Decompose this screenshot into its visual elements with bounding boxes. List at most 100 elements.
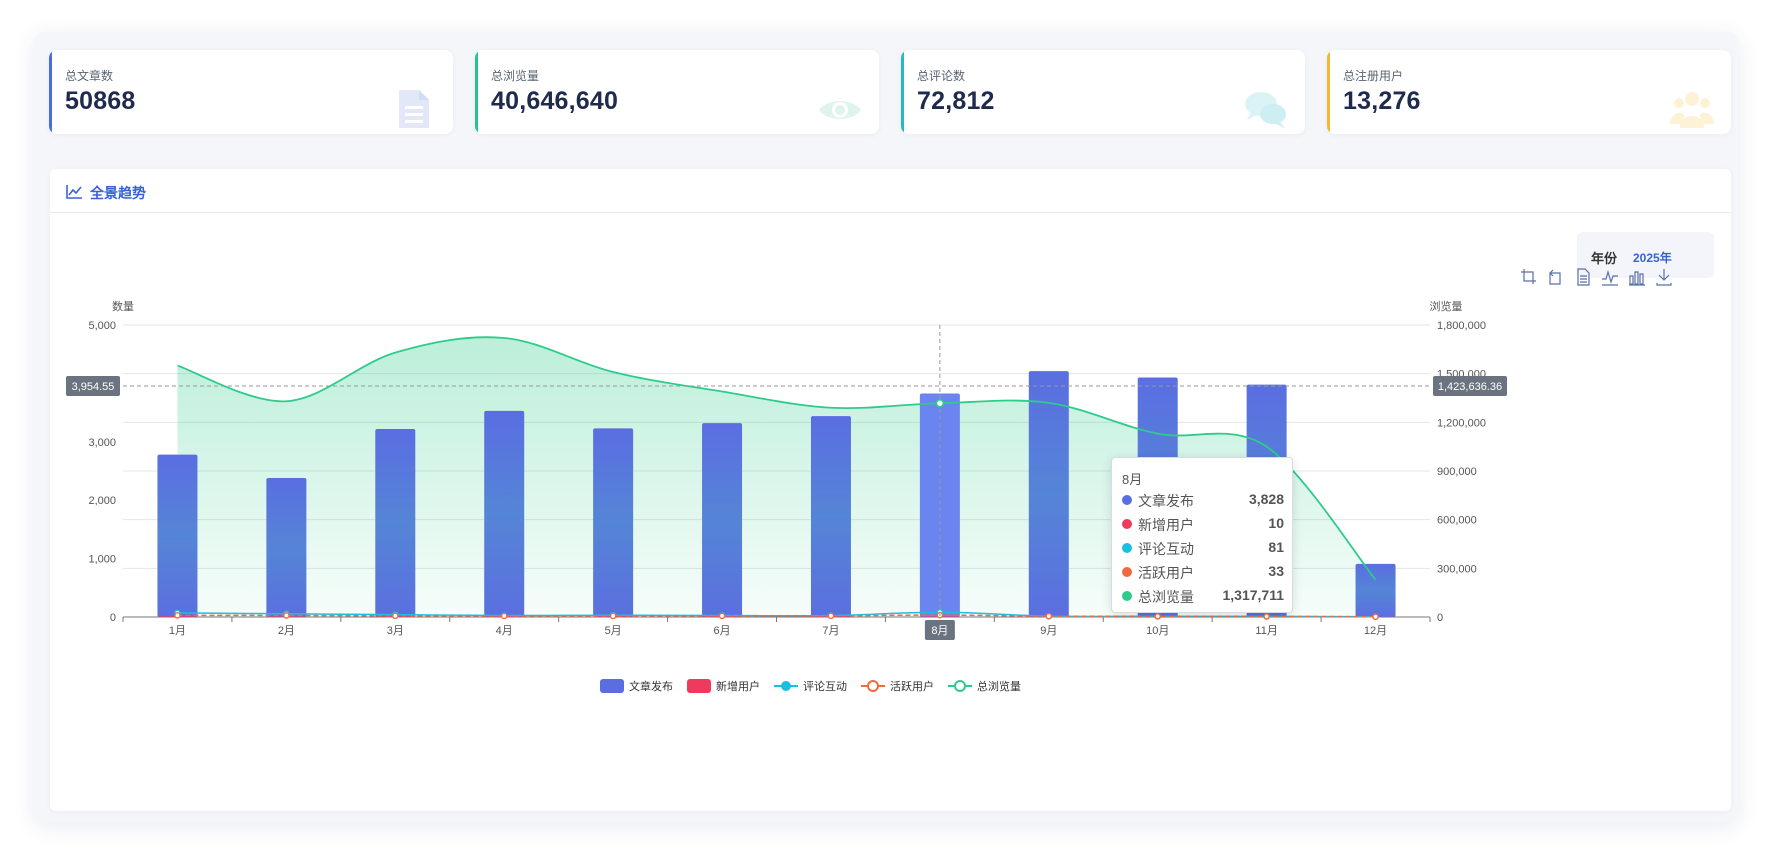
y-left-pointer-label: 3,954.55 — [72, 381, 115, 393]
legend-label-活跃用户[interactable]: 活跃用户 — [890, 679, 934, 693]
card-total-articles[interactable]: 总文章数 50868 — [49, 50, 453, 134]
card-label: 总文章数 — [65, 69, 114, 83]
tooltip-dot — [1122, 591, 1132, 601]
tooltip-series-value: 3,828 — [1248, 491, 1284, 507]
card-accent-bar — [901, 50, 904, 134]
card-accent-bar — [49, 50, 52, 134]
x-tick-label: 8月 — [931, 625, 948, 637]
tooltip-dot — [1122, 543, 1132, 553]
y-left-tick-label: 0 — [110, 612, 116, 624]
bar-switch-icon[interactable] — [1628, 268, 1646, 286]
legend-swatch-新增用户[interactable] — [687, 679, 711, 693]
y-left-tick-label: 2,000 — [88, 495, 116, 507]
tooltip-series-name: 新增用户 — [1138, 517, 1194, 533]
y-right-tick-label: 900,000 — [1437, 466, 1477, 478]
card-value: 50868 — [65, 87, 136, 115]
tooltip-series-name: 活跃用户 — [1138, 565, 1194, 581]
point-活跃用户 — [500, 612, 508, 620]
tooltip-series-value: 81 — [1268, 539, 1284, 555]
x-tick-label: 7月 — [822, 625, 839, 637]
card-value: 13,276 — [1343, 87, 1421, 115]
y-right-tick-label: 1,800,000 — [1437, 320, 1486, 332]
tooltip-series-value: 1,317,711 — [1222, 587, 1284, 603]
y-right-axis-label: 浏览量 — [1430, 299, 1463, 313]
data-view-icon[interactable] — [1574, 268, 1592, 286]
card-accent-bar — [1327, 50, 1330, 134]
x-tick-label: 3月 — [387, 625, 404, 637]
card-accent-bar — [475, 50, 478, 134]
bar-文章发布 — [1028, 371, 1069, 617]
bar-文章发布 — [702, 423, 743, 617]
x-tick-label: 12月 — [1364, 625, 1387, 637]
tooltip-dot — [1122, 495, 1132, 505]
tooltip-row: 新增用户 10 — [1122, 514, 1284, 534]
card-total-comments[interactable]: 总评论数 72,812 — [901, 50, 1305, 134]
tooltip-row: 活跃用户 33 — [1122, 562, 1284, 582]
x-tick-label: 5月 — [605, 625, 622, 637]
legend-marker-活跃用户 — [867, 680, 879, 692]
tooltip-dot — [1122, 567, 1132, 577]
chart-tooltip: 8月 文章发布 3,828 新增用户 10 评论互动 81 活跃用户 33 总浏… — [1111, 457, 1293, 613]
document-icon — [399, 90, 429, 128]
zoom-icon[interactable] — [1520, 268, 1538, 286]
legend-label-总浏览量[interactable]: 总浏览量 — [977, 679, 1021, 693]
point-活跃用户 — [391, 612, 399, 620]
download-icon[interactable] — [1655, 268, 1673, 286]
y-left-axis-label: 数量 — [112, 300, 134, 313]
tooltip-series-value: 33 — [1268, 563, 1284, 579]
y-right-pointer-label-bg — [1433, 376, 1507, 397]
point-活跃用户 — [1154, 612, 1162, 620]
y-right-tick-label: 600,000 — [1437, 515, 1477, 527]
bar-文章发布 — [266, 478, 307, 617]
point-活跃用户 — [609, 612, 617, 620]
point-highlight — [935, 398, 945, 408]
tooltip-row: 文章发布 3,828 — [1122, 490, 1284, 510]
bar-文章发布 — [1355, 563, 1396, 617]
card-total-users[interactable]: 总注册用户 13,276 — [1327, 50, 1731, 134]
card-total-views[interactable]: 总浏览量 40,646,640 — [475, 50, 879, 134]
x-tick-label: 4月 — [496, 625, 513, 637]
legend-swatch-文章发布[interactable] — [600, 679, 624, 693]
point-活跃用户 — [283, 612, 290, 619]
y-left-tick-label: 1,000 — [88, 554, 116, 566]
point-活跃用户 — [827, 612, 835, 620]
bar-文章发布 — [157, 454, 198, 617]
line-chart-icon — [66, 185, 82, 199]
point-活跃用户 — [1372, 613, 1379, 621]
year-filter-label: 年份 — [1591, 251, 1618, 266]
panel-header: 全景趋势 — [50, 169, 1731, 213]
x-tick-label: 6月 — [713, 625, 730, 637]
series-line-评论互动 — [177, 611, 1376, 618]
zoom-reset-icon[interactable] — [1547, 268, 1565, 286]
year-filter[interactable]: 年份 2025年 — [1577, 232, 1714, 278]
comments-icon — [1245, 92, 1286, 128]
line-switch-icon[interactable] — [1601, 268, 1619, 286]
x-tick-label: 2月 — [278, 625, 295, 637]
y-left-tick-label: 3,000 — [88, 437, 116, 449]
card-value: 40,646,640 — [491, 87, 619, 115]
y-left-tick-label: 5,000 — [88, 320, 116, 332]
panel-title: 全景趋势 — [90, 185, 146, 201]
bar-文章发布 — [919, 393, 960, 617]
x-tick-label: 9月 — [1040, 625, 1057, 637]
tooltip-series-name: 总浏览量 — [1138, 589, 1194, 605]
series-area-fill-总浏览量 — [177, 337, 1376, 617]
y-right-tick-label: 0 — [1437, 612, 1443, 624]
legend-label-文章发布[interactable]: 文章发布 — [629, 679, 673, 693]
tooltip-row: 总浏览量 1,317,711 — [1122, 586, 1284, 606]
legend-label-评论互动[interactable]: 评论互动 — [803, 679, 847, 693]
bar-文章发布 — [375, 428, 416, 617]
card-label: 总浏览量 — [491, 69, 540, 83]
year-filter-value[interactable]: 2025年 — [1633, 251, 1672, 265]
legend-marker-评论互动 — [781, 681, 791, 691]
series-line-总浏览量 — [177, 336, 1377, 581]
bar-文章发布 — [484, 410, 525, 617]
x-tick-label: 11月 — [1255, 625, 1277, 637]
point-活跃用户 — [718, 612, 726, 620]
y-left-pointer-label-bg — [66, 376, 120, 397]
bar-文章发布 — [810, 416, 851, 617]
eye-icon — [819, 101, 861, 119]
y-right-pointer-label: 1,423,636.36 — [1438, 381, 1502, 393]
legend-label-新增用户[interactable]: 新增用户 — [716, 679, 760, 693]
